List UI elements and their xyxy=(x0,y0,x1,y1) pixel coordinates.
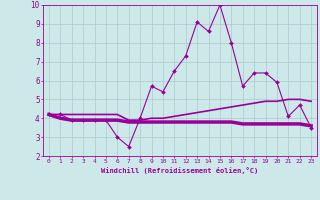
X-axis label: Windchill (Refroidissement éolien,°C): Windchill (Refroidissement éolien,°C) xyxy=(101,167,259,174)
